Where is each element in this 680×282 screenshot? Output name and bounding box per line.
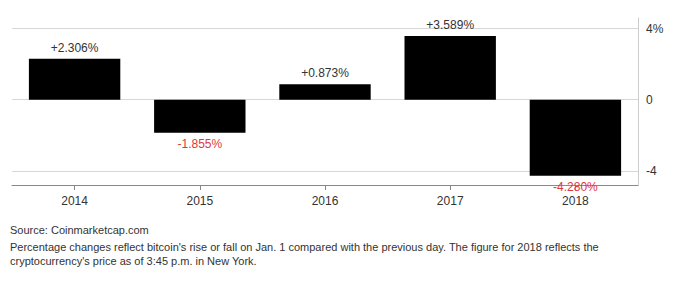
svg-text:2015: 2015 [186,194,213,208]
svg-text:2018: 2018 [562,194,589,208]
svg-text:2014: 2014 [61,194,88,208]
svg-text:4%: 4% [646,22,664,36]
svg-text:2016: 2016 [312,194,339,208]
svg-text:-1.855%: -1.855% [177,137,222,151]
svg-text:Source: Coinmarketcap.com: Source: Coinmarketcap.com [10,224,149,236]
svg-text:+2.306%: +2.306% [51,41,99,55]
svg-text:-4: -4 [646,164,657,178]
svg-text:Percentage changes reflect bit: Percentage changes reflect bitcoin's ris… [10,241,602,253]
svg-text:2017: 2017 [437,194,464,208]
svg-text:0: 0 [646,93,653,107]
svg-text:+3.589%: +3.589% [426,18,474,32]
svg-text:-4.280%: -4.280% [553,180,598,194]
svg-text:+0.873%: +0.873% [301,66,349,80]
svg-text:cryptocurrency's price as of 3: cryptocurrency's price as of 3:45 p.m. i… [10,255,257,267]
